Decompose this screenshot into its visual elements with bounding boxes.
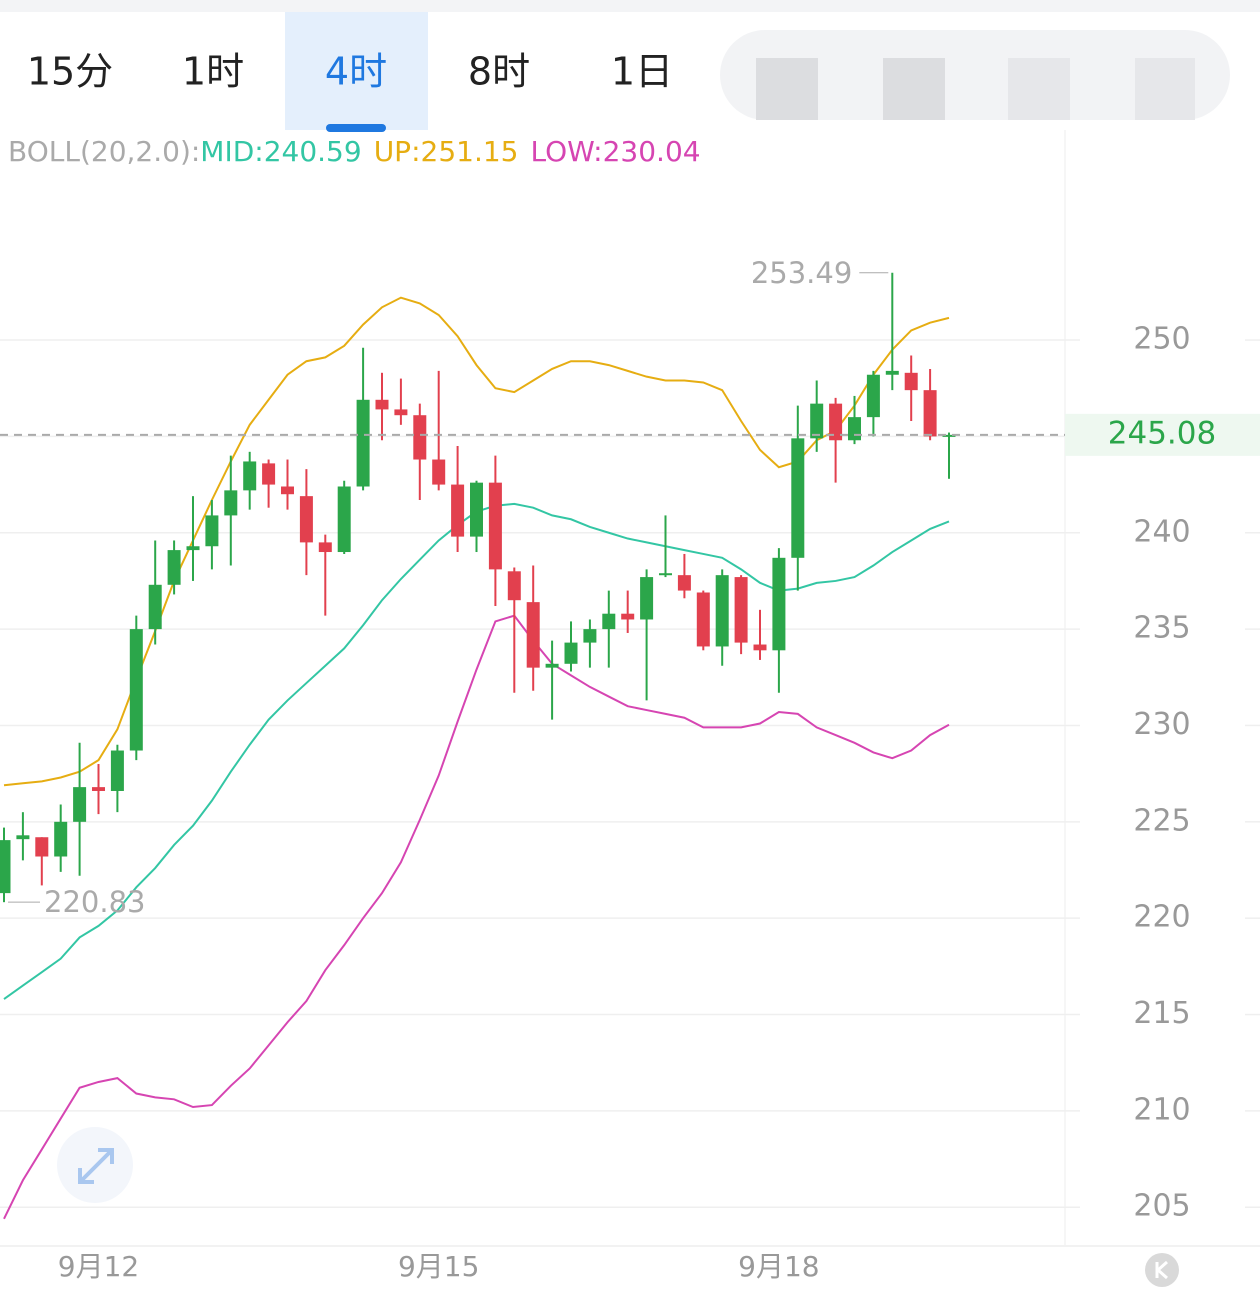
candle-body (848, 417, 861, 441)
expand-glyph[interactable] (78, 1148, 114, 1184)
legend-item: BOLL(20,2.0): (8, 135, 200, 168)
candle-body (810, 403, 824, 439)
y-tick-label: 215 (1133, 996, 1190, 1031)
candle-body (866, 374, 880, 418)
candle-body (904, 372, 918, 391)
candle-body (337, 486, 351, 553)
y-tick-label: 210 (1133, 1092, 1190, 1127)
candle-body (186, 546, 200, 551)
active-tab-bg (285, 12, 428, 130)
blur-bg (720, 30, 1230, 120)
boll-line (3, 614, 950, 1220)
blurred-area (720, 30, 1230, 120)
candle-body (734, 577, 748, 643)
blur-block (1135, 58, 1195, 120)
candle-body (167, 550, 181, 585)
tab[interactable]: 1日 (611, 50, 673, 94)
blur-block (756, 58, 818, 120)
candle-body (885, 370, 899, 375)
candle-body (16, 835, 30, 840)
candle-body (110, 750, 124, 791)
tab[interactable]: 1时 (182, 50, 244, 94)
y-tick-label: 205 (1133, 1189, 1190, 1224)
candle-body (829, 403, 843, 441)
candle-body (470, 482, 483, 537)
candle-body (942, 434, 956, 437)
candle-body (54, 821, 68, 857)
y-tick-label: 225 (1133, 803, 1190, 838)
candle-body (375, 399, 389, 410)
candle-body (583, 629, 597, 643)
candle-body (545, 663, 559, 668)
min-label: 220.83 (44, 885, 145, 919)
y-tick-label: 235 (1133, 611, 1190, 646)
candle-body (262, 463, 276, 485)
tab[interactable]: 4时 (325, 50, 387, 94)
candle-body (602, 613, 616, 630)
candle-body (488, 482, 502, 570)
candle-body (92, 787, 105, 791)
candle-body (394, 409, 408, 416)
candle-body (0, 840, 11, 894)
top-strip (0, 0, 1260, 12)
candle-body (73, 787, 87, 822)
candle-body (923, 390, 937, 437)
k-glyph[interactable] (1155, 1260, 1168, 1280)
blur-block (1008, 58, 1070, 120)
candle-body (621, 613, 635, 620)
candle-body (148, 584, 162, 630)
y-tick-label: 230 (1133, 707, 1190, 742)
candle-body (640, 577, 654, 620)
legend-item: UP:251.15 (374, 135, 519, 168)
candle-body (243, 461, 257, 491)
tab[interactable]: 15分 (27, 50, 113, 94)
candle-body (507, 571, 521, 601)
expand-icon[interactable] (57, 1127, 133, 1203)
candle-body (318, 542, 332, 553)
legend-item: LOW:230.04 (530, 135, 700, 168)
candle-body (526, 602, 540, 668)
blur-block (883, 58, 945, 120)
candle-body (791, 438, 805, 558)
candle-body (715, 575, 729, 647)
candle-body (356, 399, 370, 487)
candle-body (696, 592, 710, 647)
boll-line (3, 502, 950, 1000)
candle-body (205, 515, 219, 547)
candle-body (413, 415, 427, 460)
x-tick-label: 9月18 (738, 1250, 819, 1283)
last-price-bg (1065, 413, 1260, 456)
candle-body (299, 496, 313, 543)
x-tick-label: 9月15 (398, 1250, 479, 1283)
candle-body (281, 486, 294, 495)
indicator-legend: BOLL(20,2.0):MID:240.59 UP:251.15 LOW:230.… (8, 135, 701, 168)
max-label: 253.49 (751, 256, 852, 290)
k-button[interactable] (1145, 1253, 1179, 1287)
y-tick-label: 240 (1133, 514, 1190, 549)
candle-body (772, 557, 786, 651)
active-tab-indicator (326, 124, 386, 132)
candle-body (35, 837, 49, 857)
candle-body (753, 644, 767, 651)
candle-body (129, 629, 143, 751)
candle-body (432, 459, 446, 485)
k-bg[interactable] (1145, 1253, 1179, 1287)
candle-body (677, 575, 691, 591)
legend-item: MID:240.59 (200, 135, 361, 168)
x-tick-label: 9月12 (58, 1250, 139, 1283)
candle-body (224, 490, 238, 516)
y-tick-label: 250 (1133, 322, 1190, 357)
candle-body (564, 642, 578, 664)
candle-body (659, 573, 672, 576)
tab[interactable]: 8时 (468, 50, 530, 94)
candle-body (451, 484, 465, 537)
last-price-label: 245.08 (1108, 415, 1216, 451)
y-tick-label: 220 (1133, 900, 1190, 935)
